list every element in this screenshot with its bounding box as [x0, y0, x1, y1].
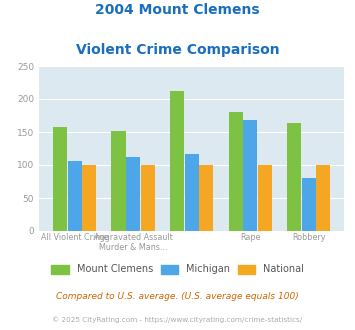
Bar [82, 165, 96, 231]
Text: Robbery: Robbery [292, 233, 326, 242]
Text: Aggravated Assault: Aggravated Assault [94, 233, 173, 242]
Bar [53, 127, 67, 231]
Bar [185, 154, 199, 231]
Bar [243, 120, 257, 231]
Bar [302, 178, 316, 231]
Text: Rape: Rape [240, 233, 261, 242]
Bar [67, 161, 82, 231]
Bar [170, 91, 184, 231]
Text: All Violent Crime: All Violent Crime [41, 233, 108, 242]
Text: Murder & Mans...: Murder & Mans... [99, 243, 167, 251]
Bar [111, 131, 126, 231]
Bar [258, 165, 272, 231]
Bar [287, 123, 301, 231]
Legend: Mount Clemens, Michigan, National: Mount Clemens, Michigan, National [47, 261, 308, 279]
Text: © 2025 CityRating.com - https://www.cityrating.com/crime-statistics/: © 2025 CityRating.com - https://www.city… [53, 317, 302, 323]
Text: Violent Crime Comparison: Violent Crime Comparison [76, 43, 279, 57]
Bar [126, 157, 140, 231]
Bar [199, 165, 213, 231]
Text: 2004 Mount Clemens: 2004 Mount Clemens [95, 3, 260, 17]
Bar [141, 165, 155, 231]
Bar [229, 112, 242, 231]
Bar [316, 165, 331, 231]
Text: Compared to U.S. average. (U.S. average equals 100): Compared to U.S. average. (U.S. average … [56, 292, 299, 301]
